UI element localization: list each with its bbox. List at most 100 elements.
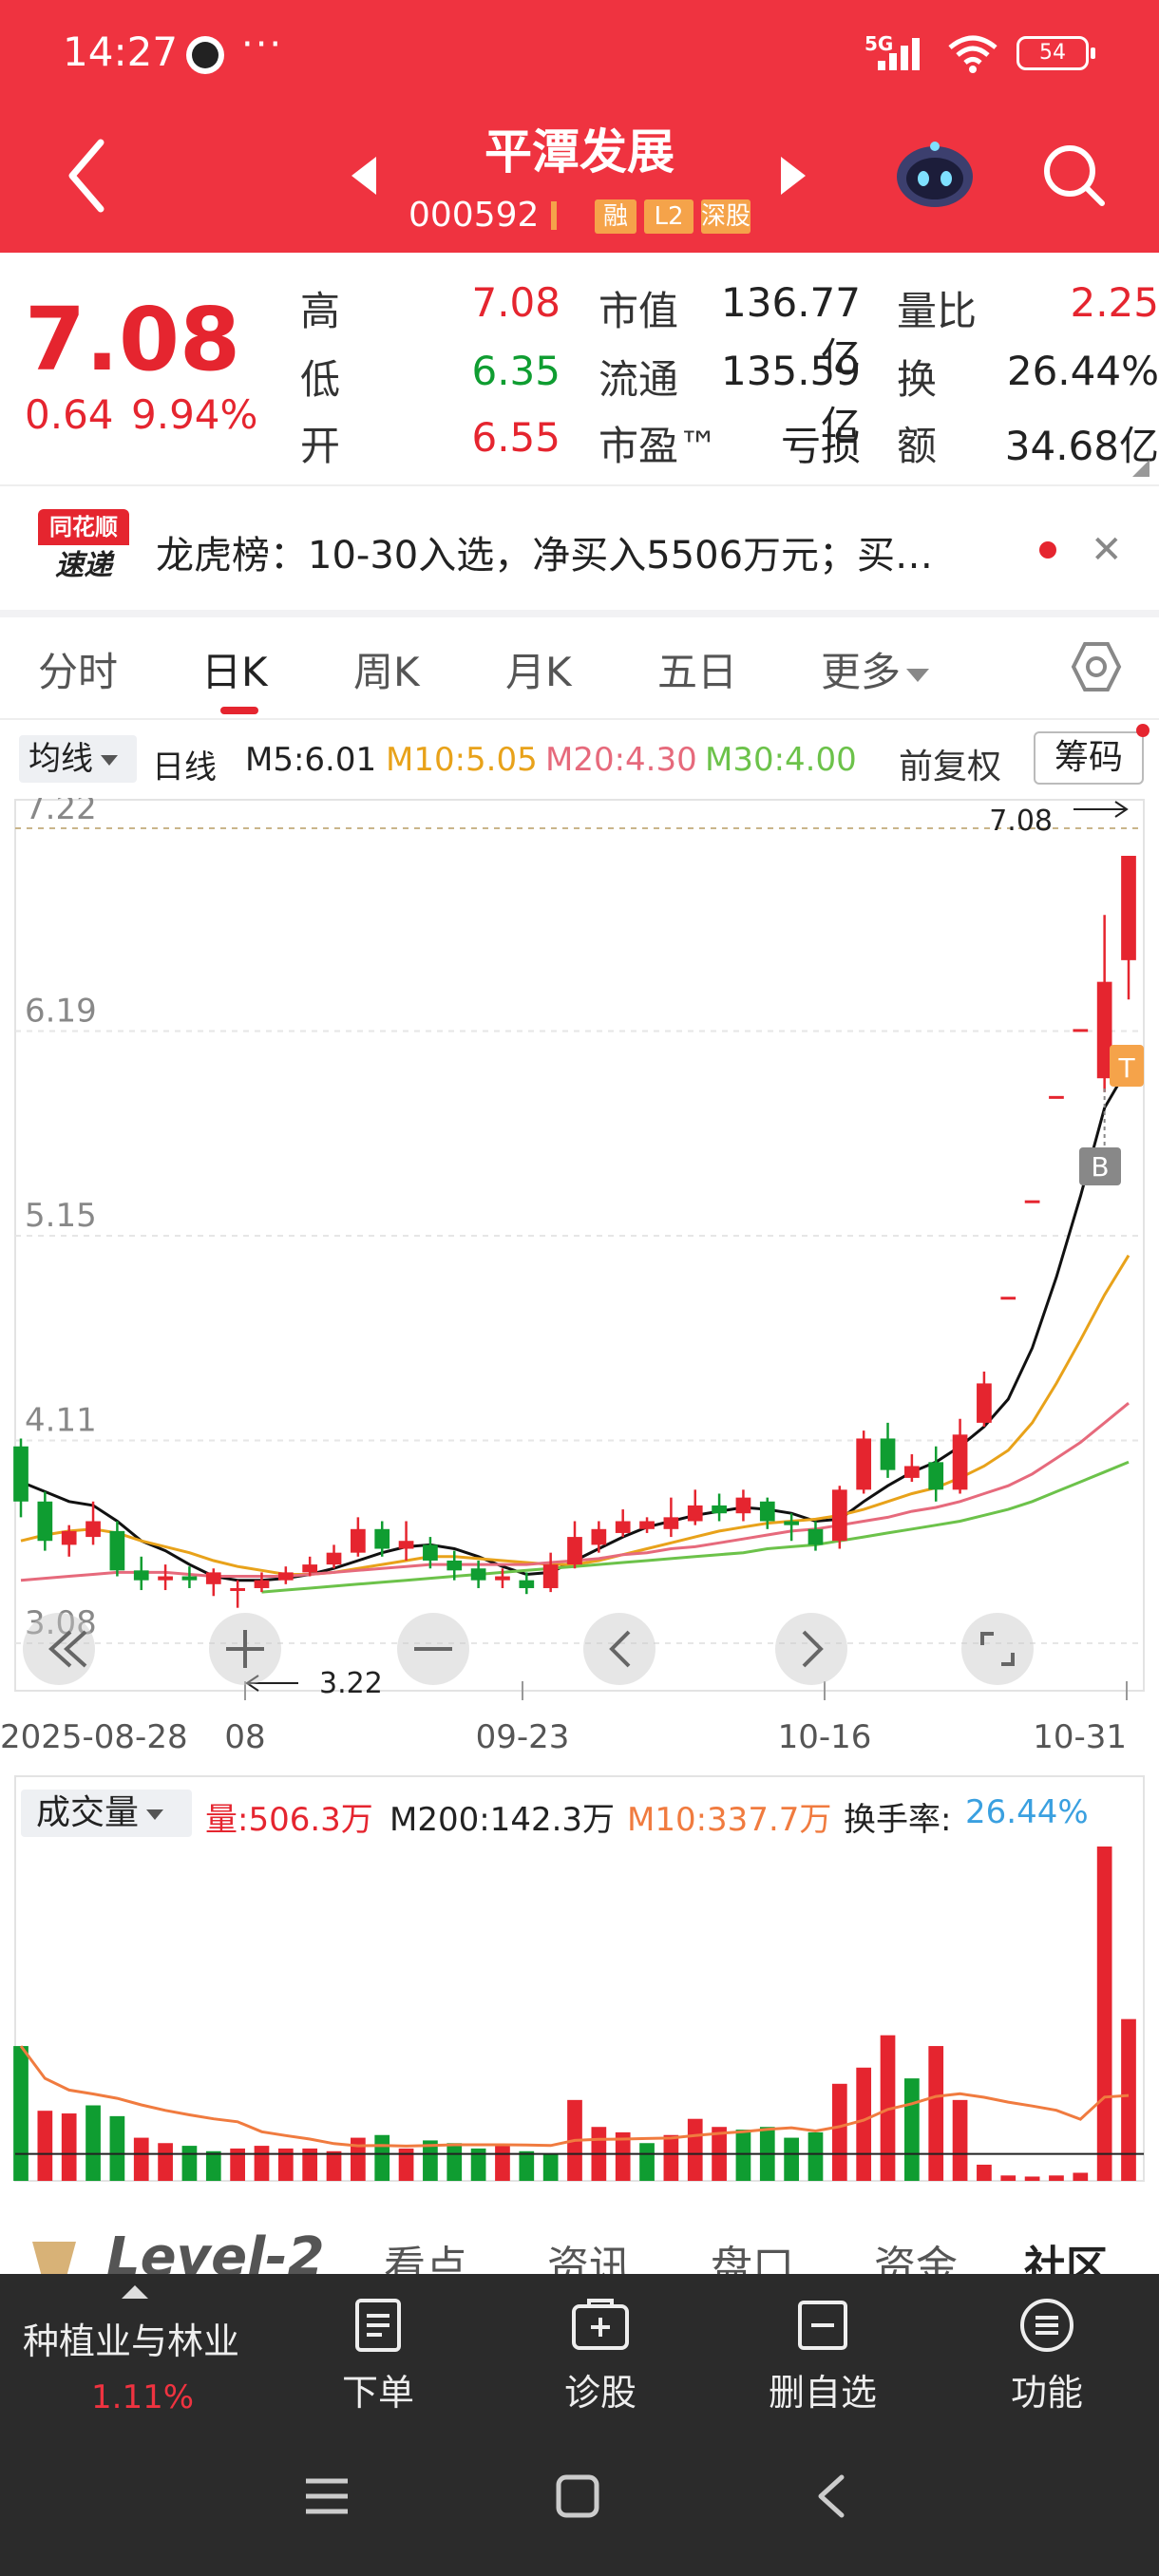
quote-value-high: 7.08	[471, 279, 560, 326]
remove-watchlist-button[interactable]: 删自选	[756, 2297, 889, 2420]
search-icon[interactable]	[1041, 142, 1108, 209]
volume-m200: M200:142.3万	[390, 1801, 616, 1839]
volume-selector[interactable]: 成交量	[21, 1790, 192, 1837]
trade-marker-t-label: T	[1117, 1052, 1135, 1084]
candle-body	[759, 1501, 775, 1522]
zoom-in-icon	[226, 1630, 264, 1668]
tag-level2[interactable]: L2	[644, 199, 694, 234]
tag-shenzhen-connect[interactable]: 深股	[701, 199, 750, 234]
volume-m10-line	[19, 2045, 1130, 2148]
back-arrow-icon[interactable]	[59, 133, 116, 218]
divider	[0, 610, 1159, 617]
news-ticker[interactable]: 龙虎榜：10-30入选，净买入5506万元；买…	[156, 534, 934, 578]
candle-body	[423, 1544, 438, 1561]
tag-margin[interactable]: 融	[595, 199, 636, 234]
order-button[interactable]: 下单	[312, 2297, 445, 2420]
x-tick-label: 08	[224, 1718, 265, 1756]
ai-robot-icon[interactable]	[893, 141, 977, 209]
sector-name[interactable]: 种植业与林业	[23, 2320, 240, 2362]
candle-body	[735, 1497, 751, 1514]
chevron-up-icon[interactable]	[122, 2285, 148, 2299]
candle-body	[470, 1568, 486, 1581]
quote-value-volratio: 2.25	[1070, 279, 1159, 326]
tab-monthly-k[interactable]: 月K	[505, 649, 572, 695]
candle-body	[712, 1505, 727, 1514]
clock-app-icon	[186, 36, 224, 74]
scroll-right-button[interactable]	[775, 1613, 847, 1685]
candle-body	[615, 1521, 631, 1533]
tab-weekly-k[interactable]: 周K	[353, 649, 420, 695]
y-tick-label: 4.11	[25, 1402, 97, 1440]
candle-body	[133, 1570, 149, 1581]
chip-distribution-button[interactable]: 筹码	[1034, 731, 1144, 785]
prev-stock-arrow-icon[interactable]	[352, 157, 376, 195]
quote-label-volratio: 量比	[897, 288, 978, 334]
candle-body	[61, 1530, 77, 1545]
system-back-icon[interactable]	[813, 2473, 851, 2519]
close-icon[interactable]: ✕	[1091, 528, 1123, 572]
status-more-dots: ···	[241, 23, 284, 66]
indicator-m10: M10:5.05	[386, 741, 538, 779]
function-button[interactable]: 功能	[980, 2297, 1113, 2420]
adjust-mode[interactable]: 前复权	[899, 748, 1002, 786]
tab-five-day[interactable]: 五日	[657, 649, 738, 695]
volume-bar	[398, 2148, 414, 2181]
quote-value-pe: 亏损	[780, 423, 861, 469]
candle-body	[158, 1576, 173, 1581]
volume-bar	[158, 2143, 173, 2181]
quote-label-amount: 额	[897, 423, 938, 469]
quote-label-mktcap: 市值	[598, 288, 679, 334]
tab-daily-k[interactable]: 日K	[201, 649, 268, 695]
volume-bar	[952, 2099, 968, 2181]
volume-bar	[831, 2083, 847, 2181]
collapse-left-icon	[48, 1630, 87, 1668]
candle-body	[639, 1521, 655, 1529]
volume-bar	[470, 2148, 486, 2181]
kline-chart[interactable]: 7.22 6.19 5.15 4.11 3.08 2025-08-28 08 09-23 10-…	[0, 798, 1159, 2185]
system-menu-icon[interactable]	[302, 2473, 352, 2519]
trade-marker-b	[1079, 1147, 1121, 1185]
chevron-down-icon	[101, 755, 118, 766]
price-change-pct: 9.94%	[131, 391, 258, 438]
volume-bar	[326, 2150, 342, 2181]
sector-change: 1.11%	[91, 2378, 195, 2416]
low-price-label: 3.22	[319, 1667, 383, 1700]
volume-bar	[277, 2148, 294, 2181]
volume-bar	[254, 2146, 270, 2181]
candle-body	[351, 1528, 366, 1553]
volume-bar	[1073, 2172, 1089, 2181]
system-home-icon[interactable]	[555, 2473, 600, 2519]
diagnose-button[interactable]: 诊股	[534, 2297, 667, 2420]
collapse-left-button[interactable]	[23, 1613, 95, 1685]
ma-line-m30	[261, 1460, 1130, 1594]
expand-quote-icon[interactable]	[1132, 460, 1150, 477]
settings-icon[interactable]	[1070, 640, 1123, 693]
scroll-left-button[interactable]	[583, 1613, 656, 1685]
app-header: 14:27 ··· 5G 54 平潭发展 000592 融 L2 深股	[0, 0, 1159, 253]
ma-selector[interactable]: 均线	[19, 735, 137, 783]
news-unread-dot	[1039, 541, 1056, 559]
trade-marker-t	[1110, 1045, 1144, 1087]
scroll-right-icon	[802, 1630, 824, 1668]
diagnose-icon	[572, 2299, 629, 2350]
volume-bar	[687, 2118, 703, 2181]
candle-body	[519, 1580, 535, 1588]
y-tick-label: 3.08	[25, 1604, 97, 1642]
fullscreen-icon	[980, 1632, 1015, 1666]
turnover-value: 26.44%	[965, 1793, 1089, 1831]
volume-bar	[1121, 2018, 1136, 2181]
fullscreen-button[interactable]	[961, 1613, 1034, 1685]
quote-value-float: 135.59亿	[721, 348, 861, 449]
volume-bar	[519, 2150, 535, 2181]
indicator-m5: M5:6.01	[245, 741, 377, 779]
tab-more[interactable]: 更多	[821, 640, 930, 698]
turnover-label: 换手率:	[844, 1801, 952, 1839]
high-price-label: 7.08	[989, 805, 1053, 838]
volume-bar	[928, 2046, 944, 2181]
next-stock-arrow-icon[interactable]	[781, 157, 806, 195]
volume-bar	[423, 2140, 438, 2181]
volume-bar	[13, 2046, 28, 2181]
divider	[0, 718, 1159, 720]
tab-intraday[interactable]: 分时	[38, 649, 119, 695]
stock-name: 平潭发展	[484, 124, 674, 180]
